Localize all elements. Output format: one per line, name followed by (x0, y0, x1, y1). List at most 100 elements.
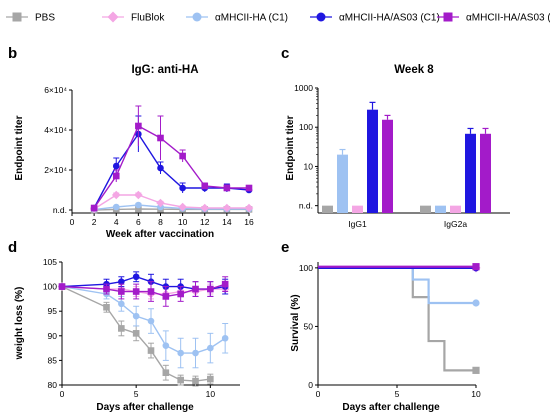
chart-d-point (132, 330, 140, 337)
panel-letter-c: c (281, 45, 289, 62)
chart-e-xlabel: Days after challenge (342, 402, 440, 413)
chart-b-xtick-label: 4 (114, 217, 119, 227)
chart-c-title: Week 8 (394, 64, 434, 76)
chart-c-bar (420, 205, 431, 213)
chart-e-ytick-label: 0 (308, 380, 313, 390)
chart-b-xlabel: Week after vaccination (106, 229, 214, 240)
chart-c-bar (435, 205, 446, 213)
chart-b-xtick-label: 14 (222, 217, 232, 227)
chart-b-plot: 0 2 4 6 8 10 12 14 16 n.d. 2×10⁴ 4×10⁴ 6×10⁴ (44, 85, 254, 227)
chart-d-series-line (61, 276, 226, 290)
chart-b-point (245, 184, 253, 192)
chart-b-point (157, 164, 164, 172)
chart-e-ytick-label: 100 (299, 263, 313, 273)
chart-c-bar (367, 109, 378, 213)
panel-letter-b: b (8, 45, 17, 62)
legend-label: αMHCII-HA/AS03 (HEK) (466, 13, 550, 24)
chart-b-point (135, 122, 142, 130)
chart-b-point (156, 198, 165, 208)
legend-label: FluBlok (131, 13, 165, 24)
legend-marker (443, 12, 453, 22)
chart-d-point (103, 303, 110, 311)
chart-d-ytick-label: 100 (43, 282, 57, 292)
legend-marker (316, 12, 326, 22)
chart-d-xlabel: Days after challenge (96, 402, 194, 413)
chart-b-xtick-label: 12 (200, 217, 210, 227)
panel-letter-d: d (8, 239, 17, 256)
chart-c-bar (322, 205, 333, 213)
chart-d-point (207, 375, 214, 383)
chart-d-point (207, 344, 214, 352)
chart-e-xtick-label: 5 (395, 389, 400, 399)
chart-b-xtick-label: 6 (136, 217, 141, 227)
chart-c-ytick-label: 10 (304, 161, 314, 171)
chart-d-ytick-label: 105 (43, 257, 57, 267)
chart-d-xtick-label: 10 (206, 389, 216, 399)
chart-d-point (147, 317, 155, 325)
chart-d-point (162, 342, 170, 349)
chart-b-point (178, 202, 187, 212)
chart-b-point (223, 184, 231, 192)
chart-d-point (177, 376, 184, 384)
panel-letter-e: e (281, 239, 289, 256)
legend-label: αMHCII-HA (C1) (215, 13, 288, 24)
chart-d-xtick-label: 5 (134, 389, 139, 399)
chart-e-ytick-label: 50 (304, 321, 314, 331)
chart-b-ylabel: Endpoint titer (14, 115, 25, 180)
chart-b-xtick-label: 16 (244, 217, 254, 227)
chart-d-point (58, 283, 66, 290)
chart-b-point (90, 204, 98, 212)
chart-d-point (177, 290, 184, 298)
chart-b-point (112, 172, 120, 180)
chart-d-xtick-label: 0 (60, 389, 65, 399)
chart-d-point (132, 288, 140, 295)
chart-b-point (201, 182, 209, 190)
chart-d-point (162, 369, 170, 376)
chart-d-point (118, 278, 125, 285)
chart-c-ytick-label: n.d. (299, 201, 313, 211)
chart-d-ytick-label: 95 (48, 306, 58, 316)
chart-d-point (177, 349, 184, 357)
chart-c-ylabel: Endpoint titer (285, 115, 296, 180)
chart-c-plot: n.d. 10 100 1000 IgG1 IgG2a (294, 83, 510, 229)
chart-c-bar (382, 119, 393, 213)
chart-d-series-line (61, 283, 226, 298)
chart-e-xtick-label: 0 (316, 389, 321, 399)
chart-b-ytick-label: 6×10⁴ (44, 85, 67, 95)
chart-d-series-line (61, 285, 226, 354)
chart-d-point (207, 285, 214, 293)
chart-b-ytick-label: 4×10⁴ (44, 125, 67, 135)
chart-d-point (192, 349, 199, 357)
chart-d-point (132, 273, 140, 281)
chart-e-end-marker (472, 366, 480, 374)
chart-e-xtick-label: 10 (471, 389, 481, 399)
chart-c-bar (480, 133, 491, 213)
chart-b-point (112, 162, 120, 170)
chart-d-ytick-label: 80 (48, 380, 58, 390)
chart-b-xtick-label: 10 (178, 217, 188, 227)
chart-b-point (135, 201, 142, 209)
chart-b-point (222, 203, 232, 213)
chart-d-point (147, 347, 155, 354)
legend-label: PBS (35, 13, 55, 24)
chart-c-category-label: IgG1 (348, 219, 367, 229)
chart-d-point (132, 312, 140, 320)
chart-c-bar (465, 133, 476, 213)
chart-b-point (157, 134, 164, 142)
chart-b-series-line (93, 125, 249, 209)
legend-marker (12, 12, 22, 22)
chart-c-ytick-label: 1000 (294, 83, 313, 93)
chart-d-plot: 0 5 10 80 85 90 95 100 105 (43, 257, 240, 399)
chart-b-xtick-label: 0 (70, 217, 75, 227)
chart-d-ytick-label: 90 (48, 331, 58, 341)
chart-b-series-line (94, 204, 249, 211)
chart-b-xtick-label: 2 (92, 217, 97, 227)
legend: PBS FluBlok αMHCII-HA (C1) αMHCII-HA/AS03 (… (6, 11, 550, 24)
chart-b-ytick-label: n.d. (53, 205, 67, 215)
chart-e-survival-line (318, 266, 476, 305)
chart-b-point (179, 152, 186, 160)
chart-b-point (135, 205, 142, 213)
chart-b-point (179, 184, 186, 192)
